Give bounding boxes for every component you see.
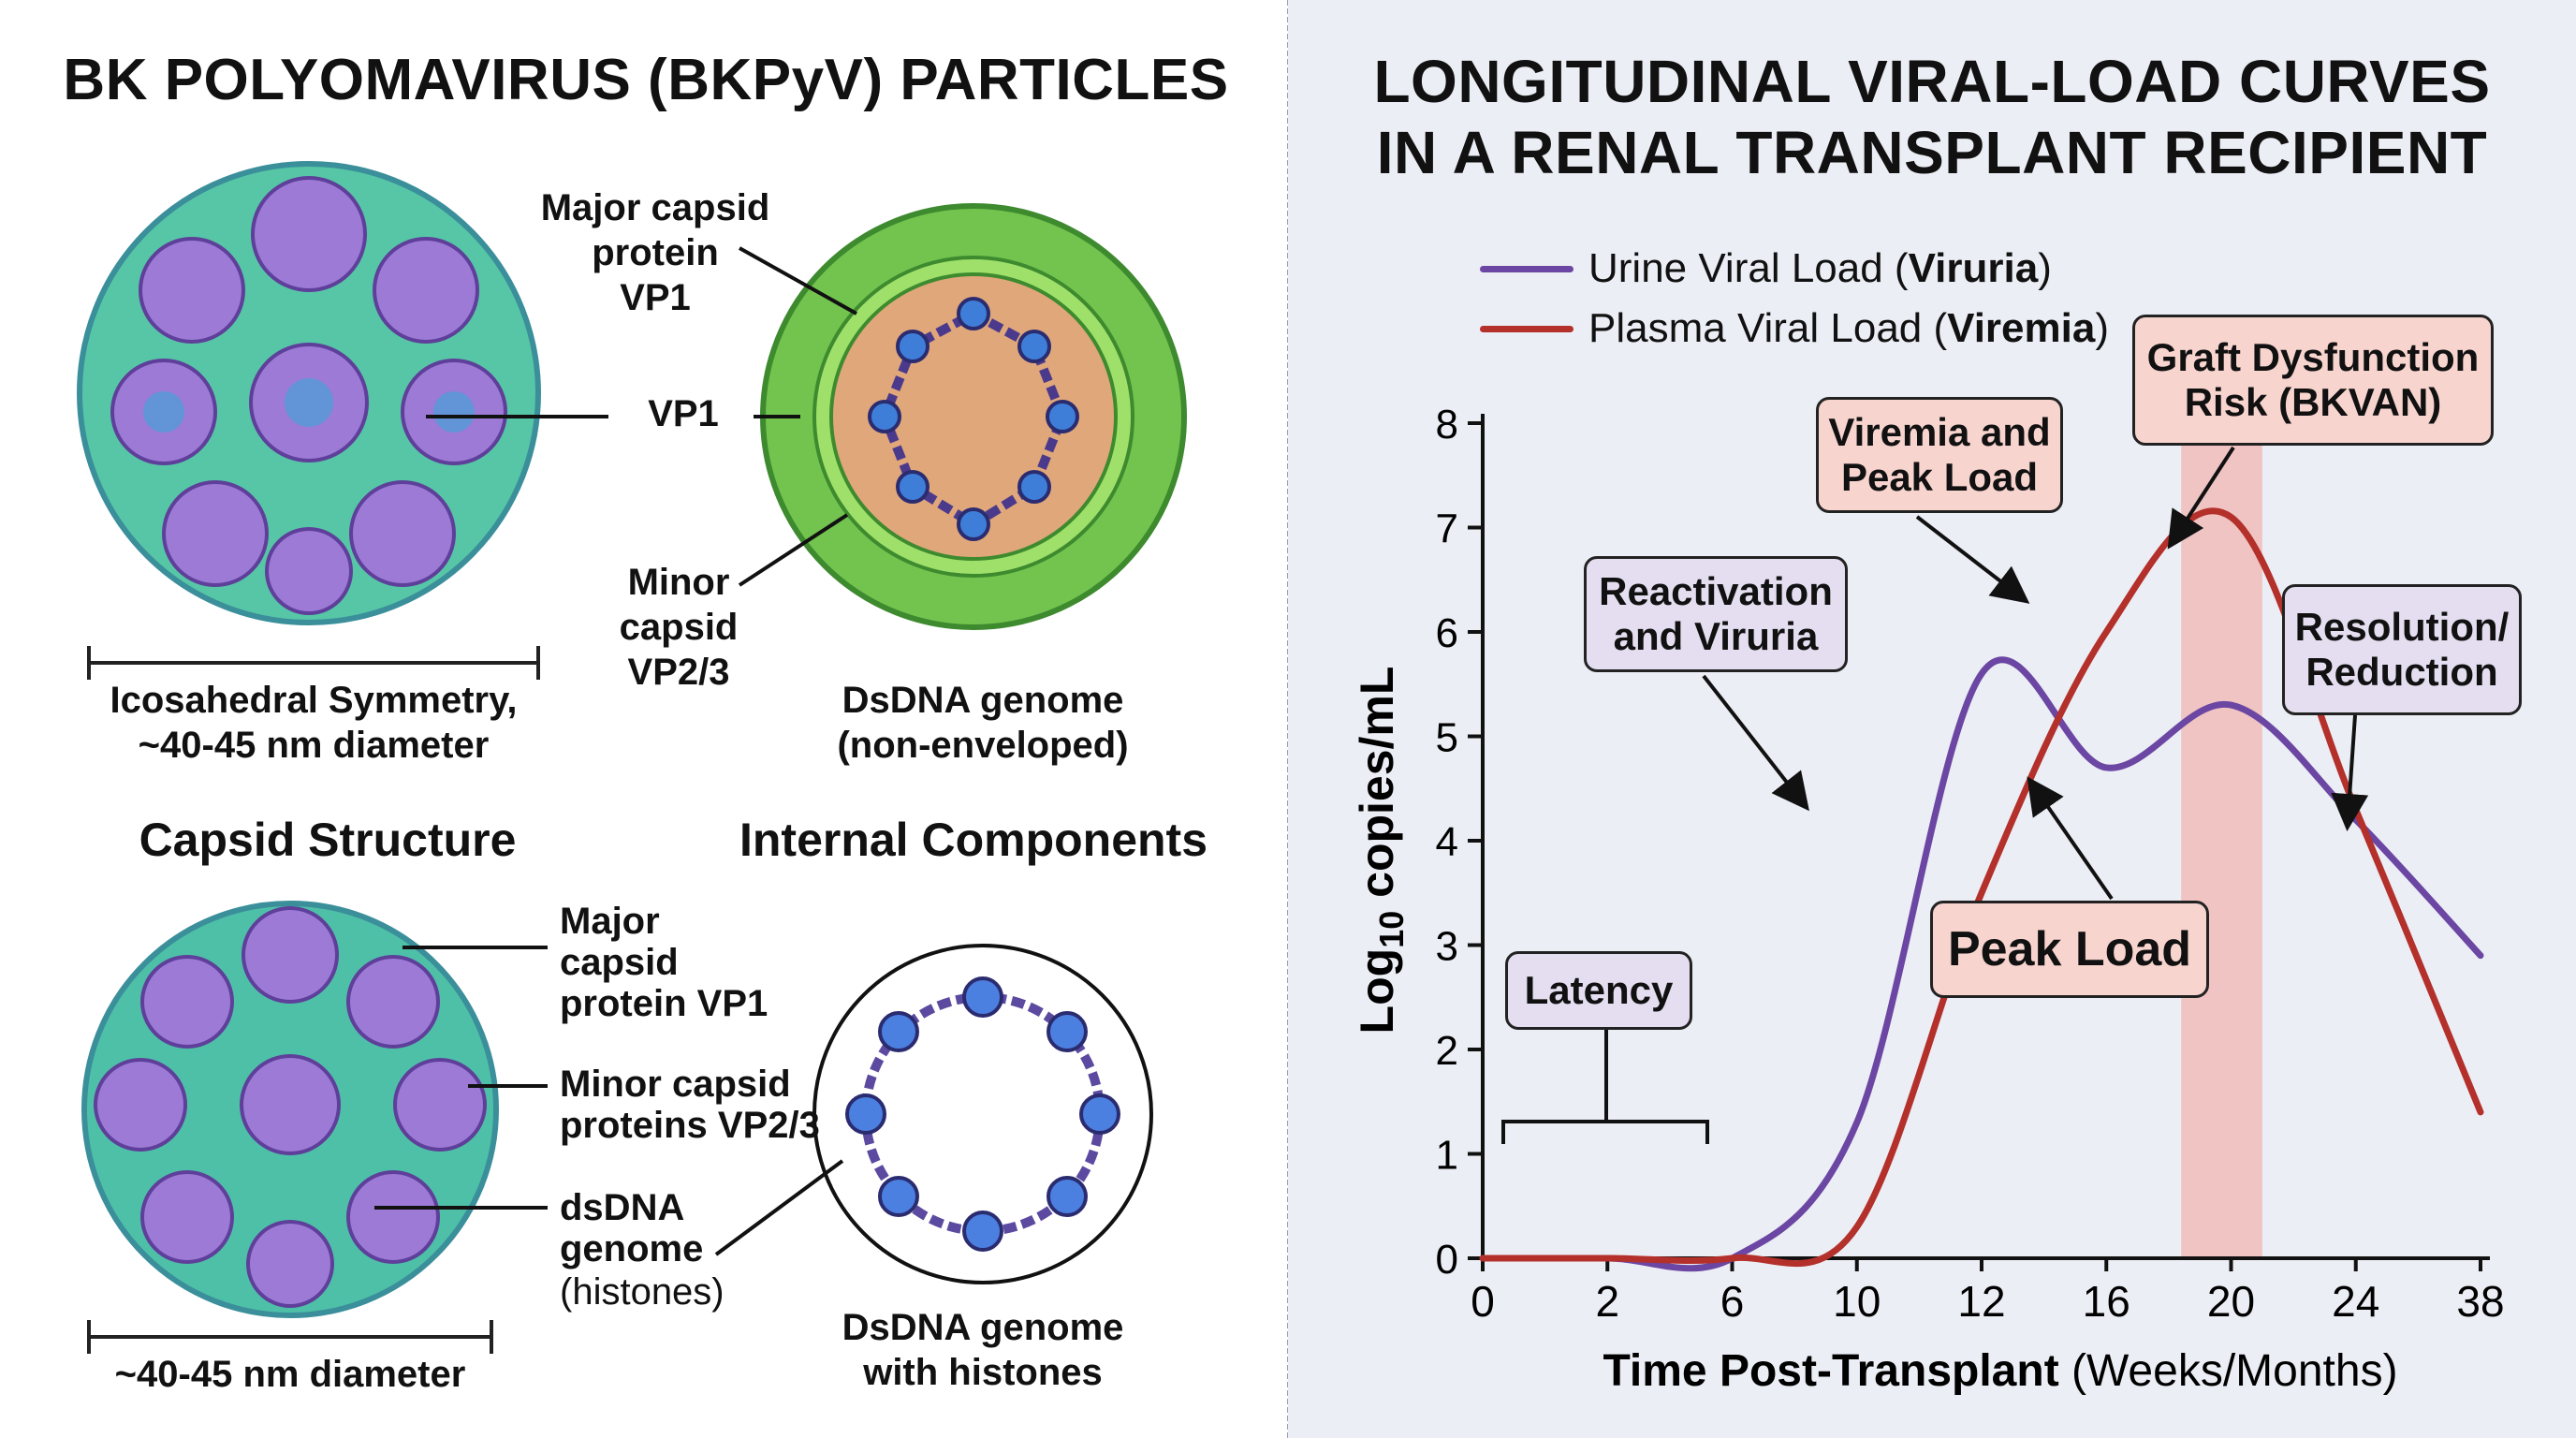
legend-plasma-prefix: Plasma Viral Load ( [1588, 305, 1948, 351]
y-axis-label: Log10 copies/mL [1351, 667, 1411, 1034]
right-panel: LONGITUDINAL VIRAL-LOAD CURVES IN A RENA… [1288, 0, 2576, 1438]
annotation-reactivation: Reactivation and Viruria [1584, 556, 1848, 672]
section-capsid-structure: Capsid Structure [139, 814, 517, 866]
annotation-graft-dysfunction: Graft Dysfunction Risk (BKVAN) [2132, 315, 2494, 446]
left-title: BK POLYOMAVIRUS (BKPyV) PARTICLES [63, 48, 1229, 112]
y-tick-label: 4 [1436, 819, 1458, 865]
y-tick-label: 3 [1436, 924, 1458, 970]
x-tick-label: 38 [2456, 1277, 2504, 1326]
annotation-resolution: Resolution/ Reduction [2282, 584, 2522, 715]
capsid-cross-section [760, 203, 1187, 630]
legend-urine: Urine Viral Load (Viruria) [1480, 245, 2052, 292]
y-tick-label: 6 [1436, 610, 1458, 656]
legend-plasma: Plasma Viral Load (Viremia) [1480, 305, 2109, 352]
caption-icosahedral: Icosahedral Symmetry, ~40-45 nm diameter [110, 680, 518, 766]
caption-diameter-bottom: ~40-45 nm diameter [114, 1354, 466, 1395]
arrow-graft [2167, 446, 2235, 550]
x-tick-label: 0 [1471, 1277, 1495, 1326]
x-axis-label: Time Post-Transplant (Weeks/Months) [1603, 1346, 2397, 1396]
capsid-structure-illustration [81, 901, 499, 1318]
label-major-capsid-top: Major capsid protein VP1 [540, 187, 770, 318]
dsdna-genome-ring [812, 944, 1153, 1284]
y-tick-label: 2 [1436, 1028, 1458, 1074]
section-internal-components: Internal Components [739, 814, 1208, 866]
x-tick-label: 24 [2332, 1277, 2379, 1326]
legend-plasma-suffix: ) [2095, 305, 2110, 351]
caption-dsdna-nonenveloped: DsDNA genome (non-enveloped) [837, 680, 1129, 766]
graft-risk-band [2181, 401, 2262, 1258]
y-tick-label: 5 [1436, 715, 1458, 761]
x-tick-label: 10 [1833, 1277, 1881, 1326]
legend-swatch-plasma [1480, 325, 1573, 332]
y-tick-label: 1 [1436, 1133, 1458, 1179]
y-tick-label: 0 [1436, 1237, 1458, 1283]
label-major-capsid-bottom: Major capsid protein VP1 [560, 901, 768, 1024]
caption-dsdna-histones: DsDNA genome with histones [842, 1307, 1124, 1393]
latency-bracket [1501, 1120, 1709, 1144]
annotation-latency: Latency [1505, 951, 1692, 1030]
legend-urine-prefix: Urine Viral Load ( [1588, 245, 1909, 291]
virus-illustrations [77, 161, 1187, 1354]
label-vp1: VP1 [648, 393, 719, 434]
icosahedral-capsid-illustration [77, 161, 541, 625]
chart-title-line-1: LONGITUDINAL VIRAL-LOAD CURVES [1373, 48, 2491, 115]
series-urine-line [1479, 656, 2484, 1272]
x-tick-label: 2 [1595, 1277, 1619, 1326]
label-dsdna-bottom: dsDNA genome [560, 1187, 704, 1269]
chart-title-line-2: IN A RENAL TRANSPLANT RECIPIENT [1376, 119, 2488, 186]
label-histones: (histones) [560, 1271, 724, 1313]
arrow-viremia-peak [1915, 515, 2030, 604]
annotation-viremia-peak: Viremia and Peak Load [1816, 397, 2063, 513]
legend-urine-bold: Viruria [1908, 245, 2039, 291]
series-plasma-line [1479, 507, 2484, 1268]
arrow-reactivation [1702, 674, 1809, 812]
annotation-peak-load: Peak Load [1930, 901, 2209, 998]
label-minor-capsid-top: Minor capsid VP2/3 [619, 562, 739, 693]
x-tick-label: 20 [2207, 1277, 2255, 1326]
x-tick-label: 6 [1720, 1277, 1745, 1326]
legend-swatch-urine [1480, 265, 1573, 272]
legend-plasma-bold: Viremia [1947, 305, 2096, 351]
left-panel: BK POLYOMAVIRUS (BKPyV) PARTICLES [63, 48, 1229, 1395]
legend-urine-suffix: ) [2038, 245, 2052, 291]
label-minor-capsid-bottom: Minor capsid proteins VP2/3 [560, 1064, 820, 1146]
x-tick-label: 16 [2083, 1277, 2130, 1326]
arrow-resolution [2331, 714, 2369, 831]
x-tick-label: 12 [1957, 1277, 2005, 1326]
y-tick-label: 7 [1436, 506, 1458, 552]
arrow-peak-load [2027, 776, 2114, 901]
y-tick-label: 8 [1436, 402, 1458, 448]
